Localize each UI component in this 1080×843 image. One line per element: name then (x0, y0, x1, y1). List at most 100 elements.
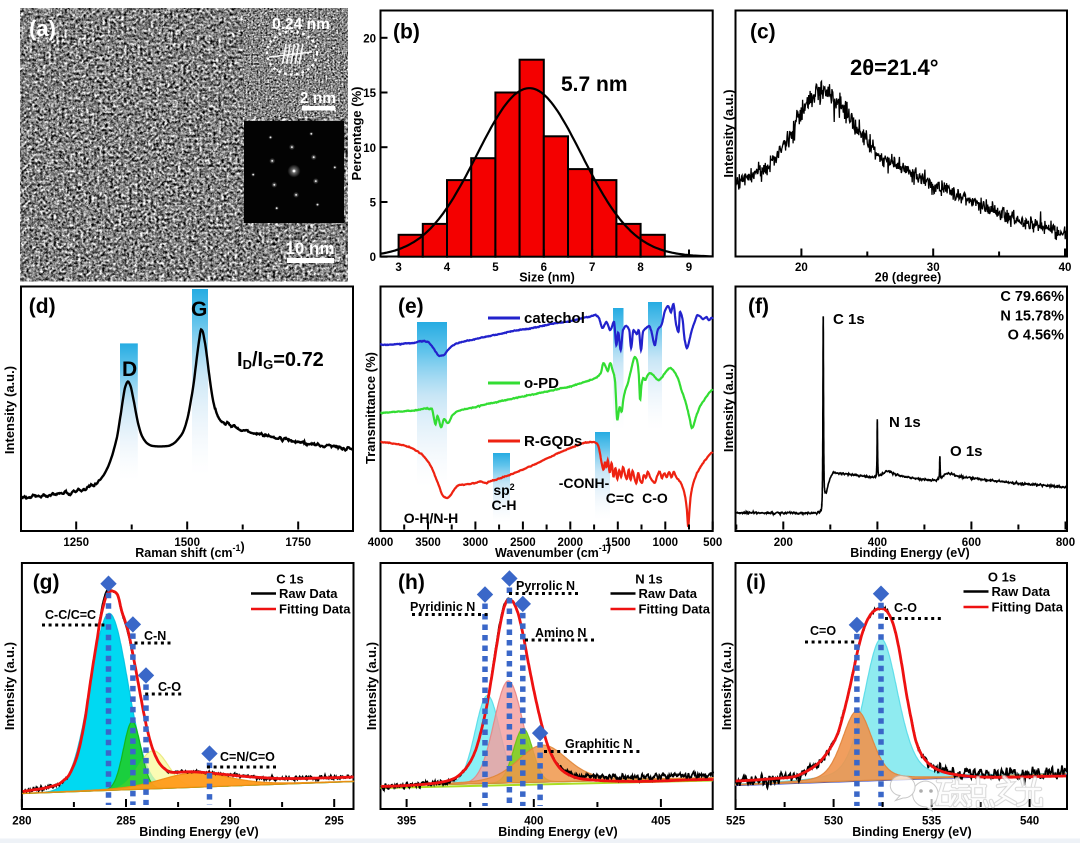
svg-text:1500: 1500 (174, 537, 200, 549)
svg-text:10: 10 (363, 143, 376, 155)
svg-text:C=O: C=O (810, 624, 836, 638)
svg-text:Fitting Data: Fitting Data (992, 600, 1064, 615)
svg-text:290: 290 (221, 816, 240, 828)
svg-text:1250: 1250 (63, 537, 89, 549)
svg-text:C-H: C-H (492, 497, 517, 513)
svg-text:5.7 nm: 5.7 nm (561, 73, 628, 96)
svg-text:2θ=21.4°: 2θ=21.4° (850, 55, 939, 80)
svg-text:20: 20 (795, 262, 808, 274)
svg-text:N 15.78%: N 15.78% (1000, 309, 1064, 325)
svg-text:(g): (g) (33, 571, 60, 594)
svg-text:5: 5 (492, 262, 499, 274)
svg-text:Raw Data: Raw Data (639, 586, 698, 601)
svg-text:(a): (a) (29, 16, 56, 41)
svg-text:-CONH-: -CONH- (559, 475, 610, 491)
svg-text:Intensity (a.u.): Intensity (a.u.) (2, 366, 17, 454)
svg-text:Graphitic N: Graphitic N (565, 737, 632, 751)
svg-text:Pyridinic N: Pyridinic N (410, 600, 475, 614)
svg-text:15: 15 (363, 88, 376, 100)
svg-text:C-O: C-O (894, 601, 917, 615)
svg-text:Size (nm): Size (nm) (519, 271, 575, 285)
svg-text:(d): (d) (29, 295, 56, 318)
svg-text:20: 20 (363, 33, 376, 45)
svg-text:0.24 nm: 0.24 nm (272, 16, 330, 33)
svg-text:2500: 2500 (510, 537, 536, 549)
svg-text:Intensity (a.u.): Intensity (a.u.) (719, 642, 734, 730)
svg-text:(c): (c) (750, 21, 776, 44)
svg-text:1000: 1000 (653, 537, 679, 549)
svg-text:Amino N: Amino N (535, 626, 586, 640)
svg-text:1500: 1500 (605, 537, 631, 549)
svg-text:405: 405 (651, 816, 671, 828)
svg-text:1750: 1750 (285, 537, 311, 549)
svg-text:530: 530 (824, 816, 843, 828)
svg-text:Binding Energy (eV): Binding Energy (eV) (850, 546, 969, 560)
svg-text:285: 285 (116, 816, 136, 828)
svg-text:Percentage (%): Percentage (%) (349, 87, 364, 181)
svg-text:2000: 2000 (558, 537, 584, 549)
svg-text:D: D (122, 358, 137, 381)
svg-text:Transmittance (%): Transmittance (%) (363, 352, 378, 464)
svg-text:40: 40 (1059, 262, 1072, 274)
svg-text:C-O: C-O (158, 680, 181, 694)
svg-text:400: 400 (524, 816, 543, 828)
svg-text:4: 4 (444, 262, 451, 274)
svg-text:600: 600 (962, 537, 981, 549)
svg-text:3: 3 (395, 262, 401, 274)
svg-text:O 1s: O 1s (988, 570, 1016, 585)
svg-text:2 nm: 2 nm (300, 90, 336, 107)
svg-text:R-GQDs: R-GQDs (524, 433, 582, 450)
svg-text:C=N/C=O: C=N/C=O (220, 750, 275, 764)
svg-text:O 4.56%: O 4.56% (1008, 328, 1065, 344)
svg-text:C 1s: C 1s (833, 311, 865, 328)
svg-text:395: 395 (397, 816, 417, 828)
svg-text:C-N: C-N (144, 629, 166, 643)
svg-text:C 1s: C 1s (276, 572, 303, 587)
svg-text:o-PD: o-PD (524, 375, 559, 392)
svg-text:10 nm: 10 nm (285, 239, 334, 258)
svg-text:Intensity (a.u.): Intensity (a.u.) (364, 642, 379, 730)
svg-text:Intensity (a.u.): Intensity (a.u.) (721, 89, 736, 177)
svg-text:535: 535 (922, 816, 942, 828)
svg-text:Binding Energy (eV): Binding Energy (eV) (498, 825, 617, 839)
svg-text:Intensity (a.u.): Intensity (a.u.) (2, 642, 17, 730)
svg-text:500: 500 (703, 537, 722, 549)
svg-text:4000: 4000 (368, 537, 394, 549)
svg-text:sp2: sp2 (493, 482, 514, 498)
svg-text:525: 525 (726, 816, 746, 828)
svg-text:(f): (f) (748, 295, 769, 318)
svg-text:(b): (b) (393, 21, 420, 44)
svg-text:3000: 3000 (463, 537, 489, 549)
svg-text:O-H/N-H: O-H/N-H (404, 510, 458, 526)
svg-text:(e): (e) (398, 295, 424, 318)
svg-text:800: 800 (1056, 537, 1075, 549)
svg-text:C 79.66%: C 79.66% (1000, 289, 1064, 305)
svg-text:(h): (h) (398, 571, 425, 594)
svg-text:7: 7 (589, 262, 595, 274)
svg-text:Binding Energy (eV): Binding Energy (eV) (139, 825, 258, 839)
svg-text:6: 6 (541, 262, 547, 274)
svg-text:2θ (degree): 2θ (degree) (875, 271, 942, 285)
svg-text:3500: 3500 (415, 537, 441, 549)
svg-text:Raw Data: Raw Data (992, 584, 1051, 599)
svg-text:Binding Energy (eV): Binding Energy (eV) (852, 825, 971, 839)
svg-text:ID/IG=0.72: ID/IG=0.72 (237, 349, 324, 372)
svg-text:30: 30 (927, 262, 940, 274)
svg-text:N 1s: N 1s (635, 572, 662, 587)
svg-text:(i): (i) (746, 571, 766, 594)
svg-text:Raw Data: Raw Data (279, 586, 338, 601)
svg-text:Pyrrolic N: Pyrrolic N (516, 579, 575, 593)
svg-text:0: 0 (370, 252, 376, 264)
svg-text:N 1s: N 1s (889, 414, 921, 431)
svg-text:280: 280 (12, 816, 31, 828)
svg-text:8: 8 (637, 262, 644, 274)
svg-text:295: 295 (325, 816, 345, 828)
svg-text:9: 9 (686, 262, 692, 274)
svg-text:catechol: catechol (524, 310, 585, 327)
svg-text:200: 200 (774, 537, 793, 549)
svg-text:5: 5 (370, 198, 377, 210)
svg-text:Fitting Data: Fitting Data (279, 602, 351, 617)
svg-text:Intensity (a.u.): Intensity (a.u.) (721, 364, 736, 452)
svg-text:400: 400 (868, 537, 887, 549)
svg-text:C-O: C-O (642, 490, 668, 506)
